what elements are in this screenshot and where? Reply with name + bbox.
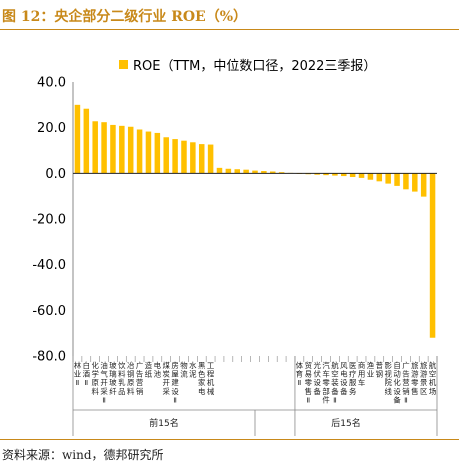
category-label: 油气开采 Ⅱ bbox=[100, 361, 108, 404]
group-label: 前15名 bbox=[149, 417, 178, 429]
bar bbox=[216, 167, 223, 174]
bar bbox=[385, 173, 391, 184]
bar bbox=[243, 169, 249, 174]
bar bbox=[412, 173, 418, 192]
bar bbox=[136, 129, 143, 174]
y-tick-label: 40.0 bbox=[37, 76, 66, 91]
category-label: 渔业 bbox=[367, 361, 375, 379]
bar bbox=[207, 144, 214, 174]
category-label: 体育 Ⅱ bbox=[296, 361, 304, 387]
bar bbox=[145, 131, 152, 174]
category-label: 光伏设备 bbox=[313, 361, 321, 396]
category-label: 汽车零部件 bbox=[322, 361, 330, 404]
category-label: 电池 bbox=[154, 361, 162, 379]
y-tick-label: -20.0 bbox=[32, 213, 66, 228]
chart-legend: ROE（TTM，中位数口径，2022三季报） bbox=[119, 55, 376, 74]
bar bbox=[420, 173, 427, 197]
title-rule bbox=[0, 29, 459, 30]
category-label: 风电设备 bbox=[340, 361, 348, 396]
bar bbox=[163, 137, 169, 174]
figure-title: 图 12：央企部分二级行业 ROE（%） bbox=[2, 9, 248, 25]
category-label: 黑色家电 bbox=[198, 361, 206, 396]
bar bbox=[314, 173, 320, 175]
bar bbox=[429, 173, 436, 338]
bar bbox=[110, 124, 116, 174]
category-label: 医疗服务 bbox=[349, 361, 357, 396]
y-tick-label: -80.0 bbox=[32, 350, 66, 365]
bar bbox=[358, 173, 365, 178]
bar bbox=[181, 140, 187, 174]
bar bbox=[323, 173, 329, 176]
bar bbox=[270, 171, 276, 174]
bar bbox=[234, 169, 240, 174]
bar bbox=[278, 172, 285, 174]
category-label: 煤炭开采 bbox=[163, 361, 171, 396]
bar bbox=[367, 173, 374, 180]
category-label: 化学原料 bbox=[91, 361, 99, 396]
category-label: 自动化设备 bbox=[393, 361, 401, 404]
category-label: 冶钢原料 bbox=[127, 361, 135, 396]
bar bbox=[349, 173, 356, 177]
category-label: 玻璃玻纤 bbox=[109, 361, 117, 396]
source-note: 资料来源：wind，德邦研究所 bbox=[2, 448, 164, 462]
category-label: 工程机械 bbox=[207, 361, 215, 396]
category-label: 航空机场 bbox=[429, 361, 437, 396]
bar bbox=[394, 173, 400, 186]
bar bbox=[92, 121, 98, 174]
bar bbox=[261, 171, 267, 174]
y-tick-label: -40.0 bbox=[32, 258, 66, 273]
y-tick-label: 20.0 bbox=[37, 121, 66, 136]
category-label: 物流 bbox=[180, 361, 188, 379]
category-label: 房屋建设 Ⅱ bbox=[171, 361, 179, 404]
bar bbox=[74, 104, 81, 174]
legend-swatch bbox=[119, 60, 128, 69]
category-label: 饮料乳品 bbox=[118, 361, 126, 396]
category-label: 商用车 bbox=[358, 361, 365, 387]
bar bbox=[198, 144, 205, 174]
bar bbox=[403, 173, 409, 190]
group-label: 后15名 bbox=[331, 417, 360, 429]
category-label: 造纸 bbox=[145, 361, 153, 379]
category-label: 白酒 Ⅱ bbox=[83, 361, 91, 387]
legend-label: ROE（TTM，中位数口径，2022三季报） bbox=[133, 59, 377, 74]
category-label: 贸易零售 Ⅱ bbox=[305, 361, 313, 404]
bar bbox=[332, 173, 338, 176]
bar bbox=[119, 125, 125, 174]
bar bbox=[341, 173, 347, 177]
y-tick-label: -60.0 bbox=[32, 304, 66, 319]
bar bbox=[252, 170, 258, 174]
bar bbox=[172, 139, 178, 174]
bar bbox=[190, 142, 196, 174]
y-tick-label: 0.0 bbox=[45, 167, 66, 182]
bar bbox=[83, 108, 90, 174]
bar bbox=[127, 126, 134, 174]
category-label: 广告营销 Ⅱ bbox=[402, 361, 410, 404]
category-label: 林业 Ⅱ bbox=[74, 361, 82, 387]
category-label: 水泥 bbox=[189, 361, 197, 379]
bar bbox=[101, 122, 107, 174]
bar bbox=[376, 173, 383, 182]
category-label: 广告营销 bbox=[136, 361, 144, 396]
category-label: 旅游景区 bbox=[420, 361, 428, 396]
category-label: 旅游零售 bbox=[411, 361, 419, 396]
bar bbox=[154, 132, 161, 174]
category-label: 普钢 bbox=[376, 361, 384, 379]
category-label: 航空装备 Ⅱ bbox=[331, 361, 339, 404]
bottom-rule bbox=[0, 439, 459, 440]
category-label: 影视院线 bbox=[384, 361, 392, 396]
bar bbox=[225, 168, 232, 174]
